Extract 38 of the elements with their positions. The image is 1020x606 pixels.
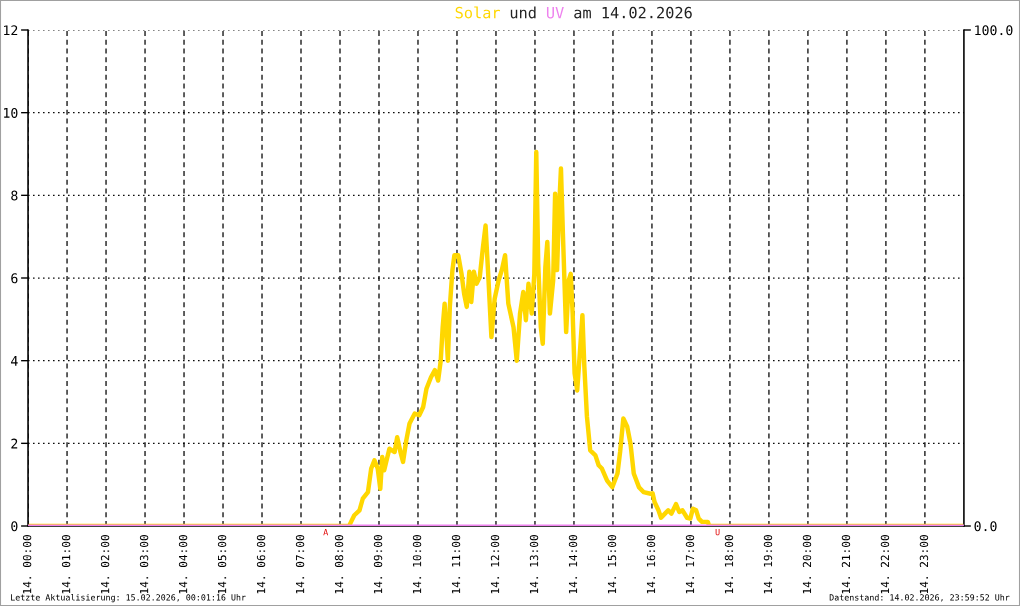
x-tick-label: 14. 05:00 bbox=[217, 535, 227, 594]
x-tick-label: 14. 19:00 bbox=[763, 535, 773, 594]
chart-title: Solar und UV am 14.02.2026 bbox=[455, 6, 692, 19]
x-tick-label: 14. 11:00 bbox=[451, 535, 461, 594]
x-tick-label: 14. 06:00 bbox=[256, 535, 266, 594]
text: Datenstand: 14.02.2026, 23:59:52 Uhr bbox=[829, 594, 1010, 602]
x-tick-label: 14. 17:00 bbox=[685, 535, 695, 594]
x-tick-label: 14. 14:00 bbox=[568, 535, 578, 594]
x-tick-label: 14. 08:00 bbox=[334, 535, 344, 594]
x-tick-label: 14. 12:00 bbox=[490, 535, 500, 594]
y-tick-label: 2 bbox=[11, 438, 18, 449]
y-tick-label: 10 bbox=[4, 107, 18, 118]
x-tick-label: 14. 22:00 bbox=[880, 535, 890, 594]
x-tick-label: 14. 00:00 bbox=[22, 535, 32, 594]
x-tick-label: 14. 13:00 bbox=[529, 535, 539, 594]
x-tick-label: 14. 02:00 bbox=[100, 535, 110, 594]
x-tick-label: 14. 23:00 bbox=[919, 535, 929, 594]
text: Letzte Aktualisierung: 15.02.2026, 00:01:16 Uhr bbox=[11, 594, 246, 603]
y-tick-label: 6 bbox=[11, 273, 18, 284]
annotation: A bbox=[323, 529, 329, 536]
x-tick-label: 14. 16:00 bbox=[646, 535, 656, 594]
x-tick-label: 14. 18:00 bbox=[724, 535, 734, 594]
y2-tick-label: 100.0 bbox=[975, 25, 1013, 36]
y-tick-label: 12 bbox=[4, 25, 18, 36]
x-tick-label: 14. 20:00 bbox=[802, 535, 812, 594]
x-tick-label: 14. 07:00 bbox=[295, 535, 305, 594]
x-tick-label: 14. 03:00 bbox=[139, 535, 149, 594]
y-tick-label: 8 bbox=[11, 190, 18, 201]
x-tick-label: 14. 15:00 bbox=[607, 535, 617, 594]
annotation: U bbox=[715, 529, 720, 536]
y-tick-label: 0 bbox=[11, 521, 18, 532]
x-tick-label: 14. 04:00 bbox=[178, 535, 188, 594]
y2-tick-label: 0.0 bbox=[974, 521, 997, 532]
x-tick-label: 14. 09:00 bbox=[373, 535, 383, 594]
y-tick-label: 4 bbox=[11, 356, 18, 366]
x-tick-label: 14. 10:00 bbox=[412, 535, 422, 594]
x-tick-label: 14. 01:00 bbox=[61, 535, 71, 594]
x-tick-label: 14. 21:00 bbox=[841, 535, 851, 594]
